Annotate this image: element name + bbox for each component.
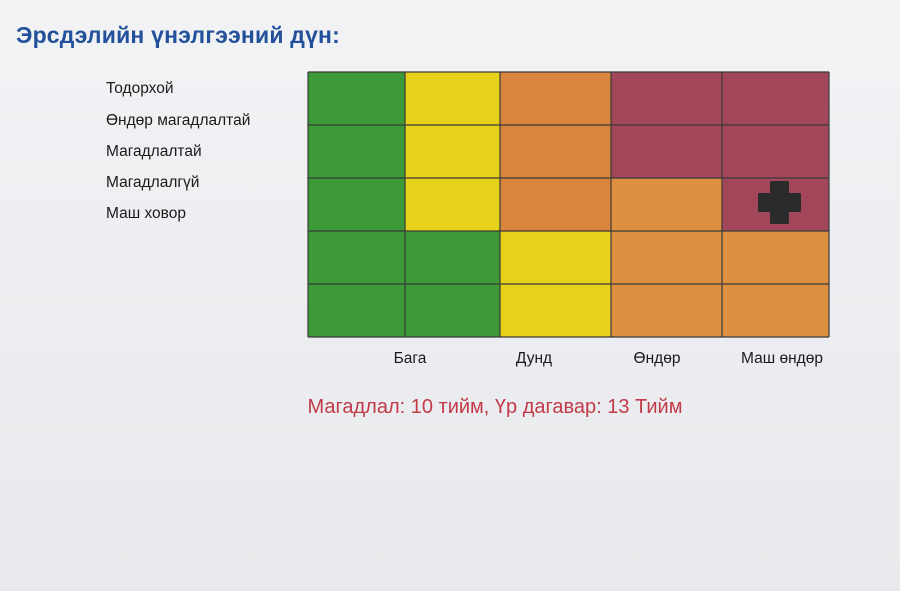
page-title: Эрсдэлийн үнэлгээний дүн: — [16, 22, 341, 48]
heatmap-cell-r4-c4 — [722, 284, 829, 337]
heatmap-cell-r2-c2 — [500, 178, 611, 231]
heatmap-cell-r3-c1 — [405, 231, 500, 284]
heatmap-cell-r0-c1 — [405, 72, 500, 125]
heatmap-cell-r2-c0 — [308, 178, 405, 231]
heatmap-cell-r1-c2 — [500, 125, 611, 178]
row-label-undur-magadlaltai: Өндөр магадлалтай — [106, 112, 251, 129]
heatmap-cell-r2-c3 — [611, 178, 722, 231]
risk-marker — [758, 181, 801, 224]
heatmap-cell-r3-c2 — [500, 231, 611, 284]
heatmap-cell-r3-c3 — [611, 231, 722, 284]
risk-matrix — [307, 71, 830, 338]
col-label-undur: Өндөр — [633, 350, 681, 367]
summary-text: Магадлал: 10 тийм, Үр дагавар: 13 Тийм — [307, 396, 683, 418]
heatmap-cell-r1-c1 — [405, 125, 500, 178]
row-label-magadlalgui: Магадлалгүй — [106, 174, 200, 191]
col-label-dund: Дунд — [515, 350, 553, 367]
heatmap-cell-r4-c3 — [611, 284, 722, 337]
row-label-todorkhoi: Тодорхой — [106, 80, 174, 97]
heatmap-cell-r0-c0 — [308, 72, 405, 125]
heatmap-cell-r4-c0 — [308, 284, 405, 337]
heatmap-cell-r4-c2 — [500, 284, 611, 337]
row-label-mash-khovor: Маш ховор — [106, 205, 186, 222]
heatmap-cell-r3-c4 — [722, 231, 829, 284]
col-label-baga: Бага — [393, 350, 427, 367]
heatmap-cell-r1-c0 — [308, 125, 405, 178]
heatmap-cell-r2-c1 — [405, 178, 500, 231]
heatmap-cell-r0-c3 — [611, 72, 722, 125]
row-label-magadlaltai: Магадлалтай — [106, 143, 202, 160]
heatmap-cell-r0-c4 — [722, 72, 829, 125]
heatmap-cell-r0-c2 — [500, 72, 611, 125]
heatmap-cell-r3-c0 — [308, 231, 405, 284]
col-label-mash-undur: Маш өндөр — [741, 350, 823, 367]
heatmap-cell-r1-c3 — [611, 125, 722, 178]
heatmap-cell-r1-c4 — [722, 125, 829, 178]
heatmap-cell-r4-c1 — [405, 284, 500, 337]
